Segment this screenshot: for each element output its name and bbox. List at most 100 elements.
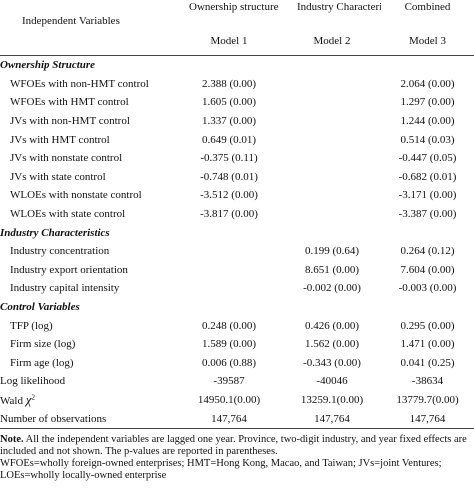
row-label: TFP (log) (0, 316, 175, 335)
cell-value: 8.651 (0.00) (304, 263, 360, 276)
cell-value: -0.748 (0.01) (200, 170, 258, 183)
note-lead: Note. (0, 433, 24, 445)
section-row: Industry Characteristics (0, 223, 474, 242)
cell-value: 2.388 (0.00) (201, 77, 257, 90)
cell: 0.041 (0.25) (381, 354, 474, 373)
cell-value: 1.589 (0.00) (201, 338, 257, 351)
cell: 147,764 (175, 409, 283, 428)
cell (283, 75, 381, 94)
table-body: Independent Variables Ownership structure… (0, 0, 474, 429)
cell-value: 0.199 (0.64) (304, 245, 360, 258)
cell-value: 0.264 (0.12) (400, 245, 455, 258)
cell: -39587 (175, 372, 283, 391)
cell-value: 2.064 (0.00) (400, 77, 455, 90)
model-label: Model 2 (313, 35, 351, 47)
cell-value: -3.817 (0.00) (200, 208, 258, 221)
row-label: Firm age (log) (0, 354, 175, 373)
model-label: Model 3 (409, 35, 446, 47)
cell-value: -0.002 (0.00) (303, 282, 361, 295)
section-row: Ownership Structure (0, 55, 474, 75)
label-text: Log likelihood (0, 375, 66, 388)
cell-value: 147,764 (314, 412, 350, 425)
cell (283, 186, 381, 205)
cell-value: 1.337 (0.00) (201, 115, 257, 128)
label-text: WLOEs with state control (10, 208, 126, 221)
data-row: JVs with non-HMT control 1.337 (0.00) 1.24… (0, 112, 474, 131)
cell-value: 0.514 (0.03) (400, 133, 455, 146)
label-text: Firm age (log) (10, 356, 74, 369)
cell-value: -0.682 (0.01) (398, 170, 457, 183)
cell: -0.748 (0.01) (175, 168, 283, 187)
cell: 0.199 (0.64) (283, 242, 381, 261)
header-cell: Combined Model 3 (381, 0, 474, 56)
cell (283, 205, 381, 224)
cell-value: 13259.1(0.00) (300, 393, 364, 406)
cell: 1.605 (0.00) (175, 93, 283, 112)
column-name: Ownership structure (189, 1, 279, 13)
data-row: Industry export orientation 8.651 (0.00) 7… (0, 261, 474, 280)
note-text: WFOEs=wholly foreign-owned enterprises; … (0, 457, 442, 469)
column-name: Industry Characteristics (297, 1, 381, 13)
note-text: LOEs=wholly locally-owned enterprise (0, 469, 167, 481)
row-label: WFOEs with HMT control (0, 93, 175, 112)
data-row: JVs with nonstate control -0.375 (0.11) -0… (0, 149, 474, 168)
row-label: JVs with non-HMT control (0, 112, 175, 131)
cell: 2.064 (0.00) (381, 75, 474, 94)
cell: -0.375 (0.11) (175, 149, 283, 168)
cell-value: -3.512 (0.00) (200, 189, 258, 202)
row-label: Industry capital intensity (0, 279, 175, 298)
cell: 8.651 (0.00) (283, 261, 381, 280)
cell: 0.295 (0.00) (381, 316, 474, 335)
row-label: JVs with HMT control (0, 130, 175, 149)
cell (175, 261, 283, 280)
label-text: JVs with non-HMT control (10, 115, 130, 128)
row-label: Log likelihood (0, 372, 175, 391)
data-row: Industry capital intensity -0.002 (0.00) -… (0, 279, 474, 298)
label-text: WFOEs with non-HMT control (10, 77, 149, 90)
row-label: Industry concentration (0, 242, 175, 261)
row-label: Industry export orientation (0, 261, 175, 280)
section-row: Control Variables (0, 298, 474, 317)
results-table: Independent Variables Ownership structure… (0, 0, 474, 429)
cell-value: 0.426 (0.00) (304, 319, 360, 332)
cell: 1.471 (0.00) (381, 335, 474, 354)
cell-value: 0.248 (0.00) (201, 319, 257, 332)
cell-value: -3.387 (0.00) (398, 208, 457, 221)
header-cell: Ownership structure Model 1 (175, 0, 283, 56)
data-row: JVs with HMT control 0.649 (0.01) 0.514 (0… (0, 130, 474, 149)
label-text: WLOEs with nonstate control (10, 189, 142, 202)
section-title: Industry Characteristics (0, 226, 110, 239)
label-text: Firm size (log) (10, 338, 76, 351)
cell-value: 0.041 (0.25) (400, 356, 455, 369)
data-row: WFOEs with non-HMT control 2.388 (0.00) 2.… (0, 75, 474, 94)
data-row: WLOEs with state control -3.817 (0.00) -3.… (0, 205, 474, 224)
cell: -40046 (283, 372, 381, 391)
header-cell: Industry Characteristics Model 2 (283, 0, 381, 56)
row-label: JVs with nonstate control (0, 149, 175, 168)
cell (175, 279, 283, 298)
cell-value: 1.605 (0.00) (201, 96, 257, 109)
cell: 0.514 (0.03) (381, 130, 474, 149)
label-text: JVs with state control (10, 170, 106, 183)
stat-row: Number of observations 147,764 147,764 147,… (0, 409, 474, 429)
note-line: Note. All the independent variables are … (0, 434, 472, 458)
label-text: JVs with nonstate control (10, 152, 123, 165)
model-label: Model 1 (210, 35, 248, 47)
header-first: Independent Variables (22, 15, 120, 27)
cell-value: 0.649 (0.01) (201, 133, 257, 146)
cell: 1.589 (0.00) (175, 335, 283, 354)
row-label: WLOEs with nonstate control (0, 186, 175, 205)
cell-value: 1.297 (0.00) (400, 96, 455, 109)
cell: -0.447 (0.05) (381, 149, 474, 168)
label-text: JVs with HMT control (10, 133, 110, 146)
cell-value: 0.006 (0.88) (201, 356, 257, 369)
cell-value: 1.471 (0.00) (400, 338, 455, 351)
row-label: Wald χ2 (0, 391, 175, 410)
note-line: LOEs=wholly locally-owned enterprise (0, 470, 472, 482)
label-text: WFOEs with HMT control (10, 96, 129, 109)
cell (283, 130, 381, 149)
cell: -3.171 (0.00) (381, 186, 474, 205)
cell: -0.003 (0.00) (381, 279, 474, 298)
cell: 13259.1(0.00) (283, 391, 381, 410)
